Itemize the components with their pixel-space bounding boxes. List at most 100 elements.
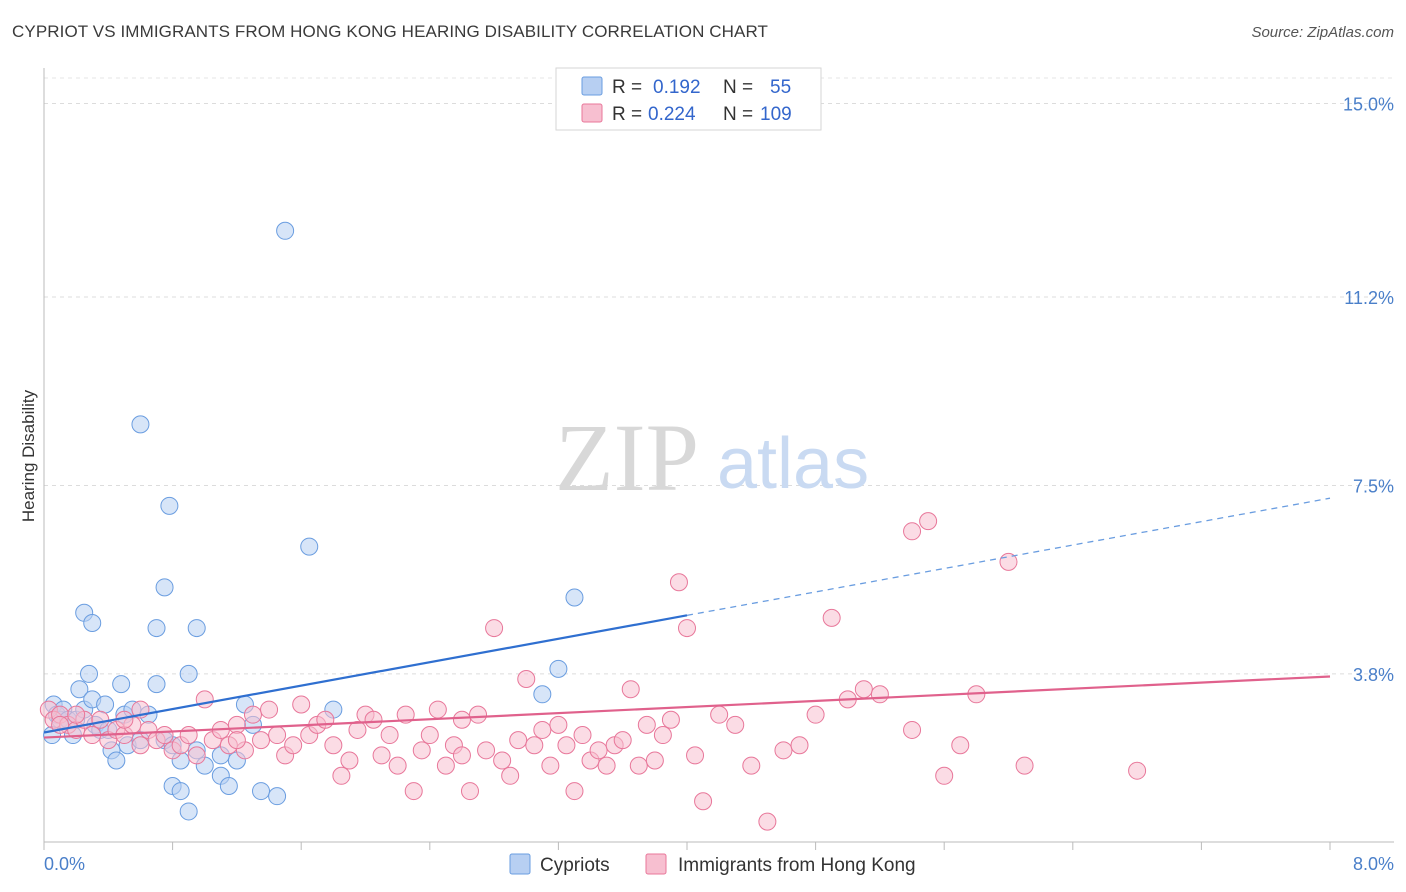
point-cypriots [160, 496, 179, 515]
point-cypriots [83, 613, 102, 632]
point-hongkong [348, 720, 367, 739]
point-hongkong [187, 746, 206, 765]
x-tick-label-min: 0.0% [44, 854, 85, 874]
point-hongkong [686, 746, 705, 765]
stats-r-label-2: R = [612, 104, 642, 125]
point-hongkong [452, 710, 471, 729]
point-hongkong [412, 741, 431, 760]
point-hongkong [629, 756, 648, 775]
point-hongkong [621, 680, 640, 699]
point-hongkong [243, 705, 262, 724]
chart-title: CYPRIOT VS IMMIGRANTS FROM HONG KONG HEA… [12, 22, 769, 41]
point-cypriots [147, 619, 166, 638]
stats-n-value-1: 55 [770, 77, 791, 98]
point-hongkong [742, 756, 761, 775]
point-hongkong [517, 670, 536, 689]
point-hongkong [227, 731, 246, 750]
y-tick-labels: 3.8% 7.5% 11.2% 15.0% [1343, 94, 1394, 684]
point-hongkong [525, 736, 544, 755]
point-hongkong [1015, 756, 1034, 775]
point-hongkong [533, 720, 552, 739]
point-cypriots [112, 675, 131, 694]
point-hongkong [854, 680, 873, 699]
point-cypriots [155, 578, 174, 597]
point-hongkong [332, 766, 351, 785]
point-hongkong [509, 731, 528, 750]
point-cypriots [533, 685, 552, 704]
point-hongkong [469, 705, 488, 724]
point-hongkong [388, 756, 407, 775]
point-cypriots [276, 221, 295, 240]
point-cypriots [252, 782, 271, 801]
point-cypriots [147, 675, 166, 694]
x-tick-label-max: 8.0% [1353, 854, 1394, 874]
point-cypriots [70, 680, 89, 699]
point-hongkong [678, 619, 696, 638]
stats-legend-swatch-cypriots [581, 76, 603, 96]
point-cypriots [96, 695, 115, 714]
point-hongkong [268, 726, 287, 745]
point-hongkong [661, 710, 680, 729]
point-hongkong [597, 756, 616, 775]
point-hongkong [774, 741, 793, 760]
watermark-atlas: atlas [717, 424, 869, 504]
watermark-zip: ZIP [555, 404, 699, 511]
point-hongkong [227, 715, 246, 734]
point-cypriots [268, 787, 287, 806]
point-hongkong [420, 726, 439, 745]
point-hongkong [565, 782, 584, 801]
point-hongkong [260, 700, 279, 719]
point-hongkong [573, 726, 592, 745]
y-tick-label: 7.5% [1353, 476, 1394, 496]
point-hongkong [252, 731, 271, 750]
point-cypriots [219, 776, 238, 795]
stats-legend-swatch-hongkong [581, 103, 603, 123]
point-hongkong [477, 741, 496, 760]
stats-n-value-2: 109 [760, 104, 792, 125]
point-cypriots [549, 659, 568, 678]
point-hongkong [903, 522, 922, 541]
point-hongkong [380, 726, 399, 745]
point-cypriots [131, 415, 150, 434]
watermark: ZIP atlas [555, 404, 869, 511]
stats-r-label-1: R = [612, 77, 642, 98]
point-hongkong [758, 812, 777, 831]
point-hongkong [404, 782, 423, 801]
point-hongkong [935, 766, 954, 785]
point-hongkong [155, 726, 174, 745]
point-hongkong [726, 715, 745, 734]
point-cypriots [107, 751, 126, 770]
point-hongkong [653, 726, 672, 745]
stats-legend: R = 0.192 N = 55 R = 0.224 N = 109 [555, 67, 822, 131]
point-cypriots [179, 802, 198, 821]
trend-lines [43, 497, 1331, 739]
point-hongkong [903, 720, 922, 739]
point-hongkong [396, 705, 415, 724]
point-hongkong [1128, 761, 1147, 780]
point-hongkong [694, 792, 713, 811]
point-hongkong [541, 756, 560, 775]
trend-line-hongkong [43, 675, 1331, 739]
point-cypriots [179, 664, 198, 683]
point-hongkong [372, 746, 391, 765]
point-hongkong [637, 715, 656, 734]
point-hongkong [292, 695, 311, 714]
trend-line-cypriots-extension [686, 497, 1331, 616]
point-cypriots [80, 664, 99, 683]
point-hongkong [557, 736, 576, 755]
y-axis-title: Hearing Disability [19, 389, 38, 522]
point-cypriots [187, 619, 206, 638]
point-hongkong [316, 710, 335, 729]
y-tick-label: 3.8% [1353, 665, 1394, 685]
stats-n-label-2: N = [723, 104, 753, 125]
point-hongkong [485, 619, 504, 638]
point-hongkong [179, 726, 198, 745]
y-tick-label: 11.2% [1344, 288, 1394, 308]
point-hongkong [790, 736, 809, 755]
stats-n-label-1: N = [723, 77, 753, 98]
point-hongkong [493, 751, 512, 770]
legend-label-hongkong: Immigrants from Hong Kong [678, 855, 916, 876]
y-tick-label: 15.0% [1343, 94, 1394, 114]
stats-r-value-2: 0.224 [648, 104, 696, 125]
point-hongkong [364, 710, 383, 729]
